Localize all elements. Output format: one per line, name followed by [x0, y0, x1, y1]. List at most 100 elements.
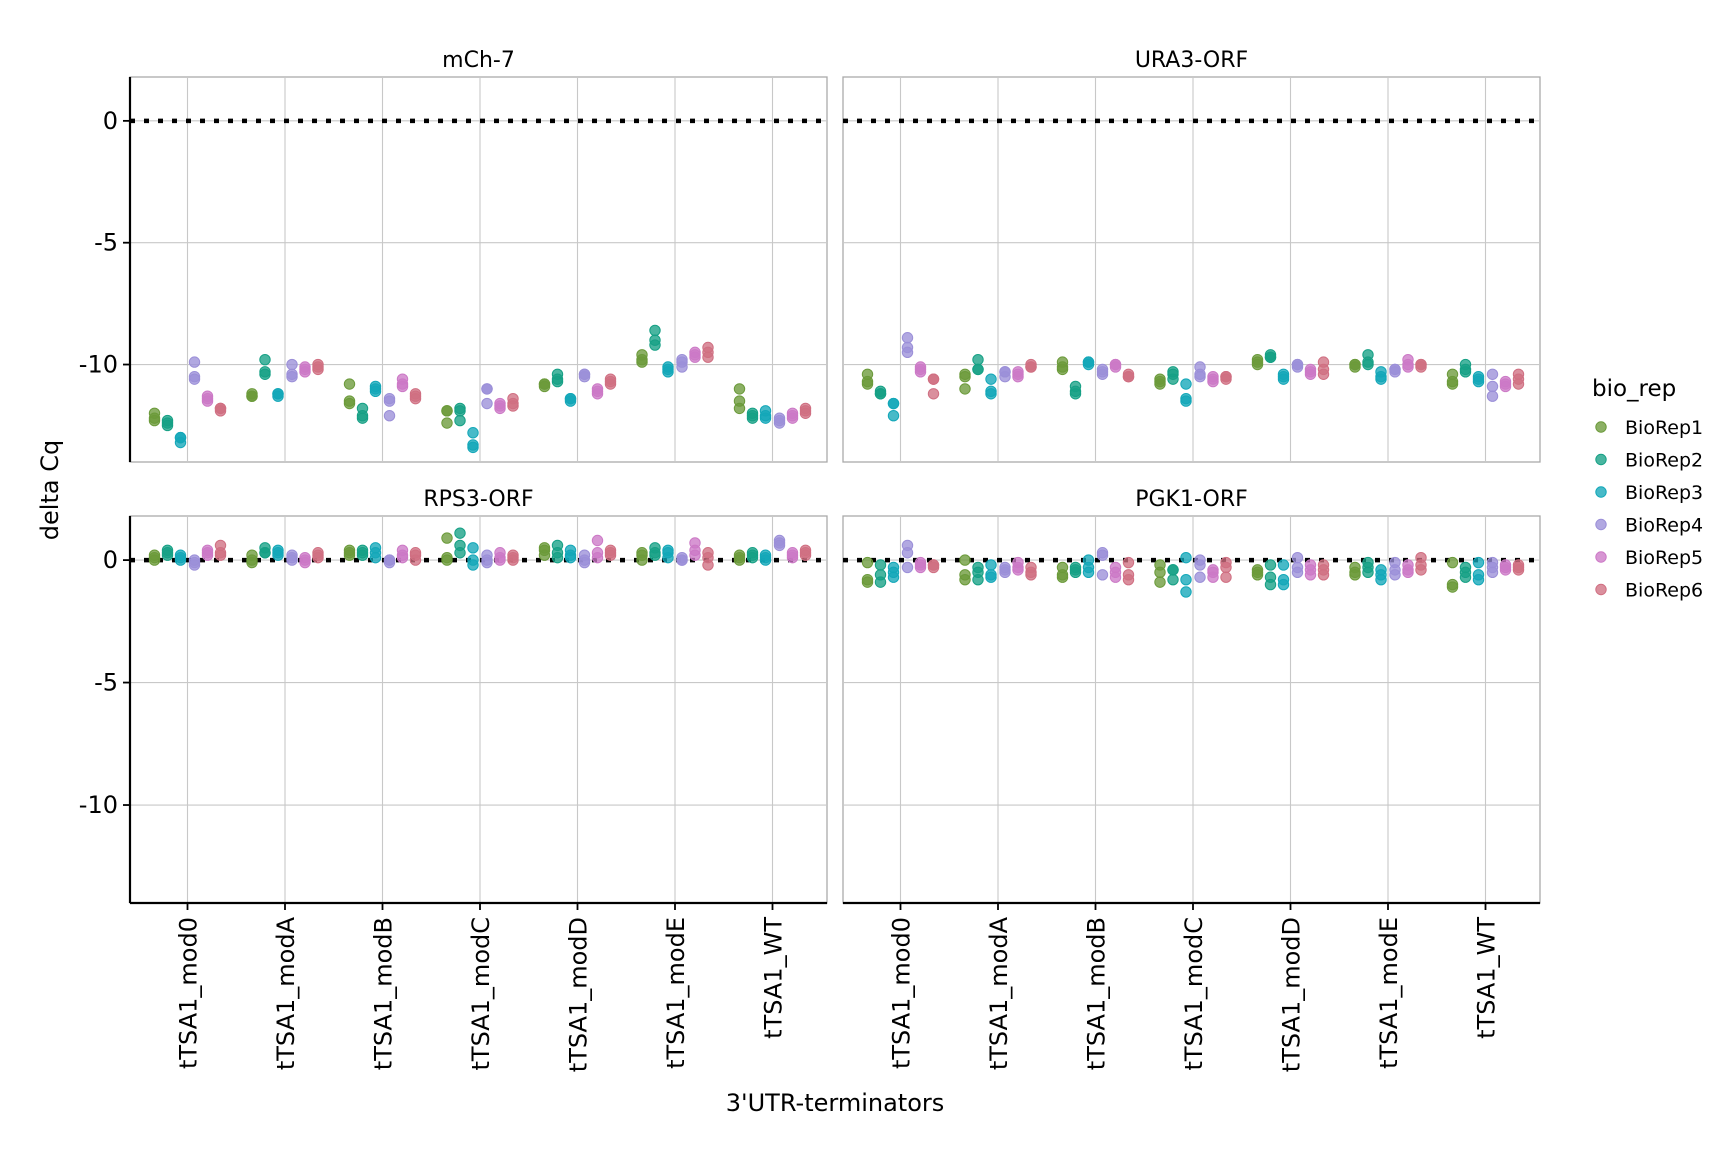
- data-point: [494, 397, 506, 410]
- data-point: [874, 559, 887, 571]
- data-point: [636, 554, 648, 566]
- data-point: [1122, 573, 1135, 586]
- data-point: [1251, 356, 1264, 368]
- data-point: [1512, 564, 1525, 576]
- legend-label: BioRep5: [1625, 547, 1703, 569]
- data-point: [733, 549, 746, 561]
- data-point: [174, 431, 187, 444]
- data-point: [702, 547, 714, 559]
- data-point: [1486, 390, 1499, 402]
- y-tick-label: -10: [79, 351, 118, 379]
- data-point: [1264, 578, 1277, 591]
- data-point: [1472, 573, 1485, 586]
- data-point: [901, 346, 914, 359]
- data-point: [1220, 561, 1232, 574]
- y-tick-label: -5: [94, 669, 118, 697]
- data-point: [356, 544, 369, 556]
- data-point: [148, 412, 161, 424]
- x-axis-title: 3'UTR-terminators: [726, 1089, 945, 1117]
- data-point: [773, 414, 786, 427]
- data-point: [1096, 549, 1109, 561]
- legend-label: BioRep1: [1625, 417, 1703, 439]
- data-point: [214, 402, 227, 415]
- data-point: [1499, 378, 1512, 390]
- panel-background: [129, 76, 828, 463]
- data-point: [396, 551, 409, 564]
- panel-3: RPS3-ORF 0 -5 -10 tTSA1_mod0 tTSA1_modA tTSA1_…: [79, 487, 828, 1072]
- data-point: [1082, 566, 1095, 579]
- data-point: [369, 385, 382, 398]
- data-point: [1349, 358, 1361, 371]
- data-point: [343, 547, 356, 559]
- data-point: [1012, 564, 1024, 576]
- legend-label: BioRep2: [1625, 450, 1703, 472]
- data-point: [1304, 366, 1317, 378]
- data-point: [259, 366, 271, 378]
- data-point: [441, 551, 453, 564]
- data-point: [733, 383, 746, 395]
- data-point: [985, 373, 997, 385]
- data-point: [312, 363, 324, 376]
- data-point: [604, 547, 617, 559]
- data-point: [759, 410, 772, 422]
- data-point: [272, 547, 284, 559]
- data-point: [1349, 569, 1361, 581]
- data-point: [409, 547, 422, 559]
- data-point: [467, 427, 479, 439]
- legend-key: [1595, 583, 1607, 596]
- legend-key: [1595, 486, 1607, 498]
- data-point: [1362, 358, 1374, 371]
- data-point: [1389, 363, 1401, 376]
- data-point: [467, 559, 479, 571]
- data-point: [1194, 368, 1206, 380]
- data-point: [188, 356, 201, 368]
- data-point: [454, 414, 466, 427]
- data-point: [441, 417, 453, 429]
- data-point: [591, 534, 604, 547]
- data-point: [746, 551, 759, 564]
- data-point: [286, 358, 298, 371]
- data-point: [578, 556, 591, 569]
- data-point: [636, 356, 648, 368]
- data-point: [1180, 551, 1192, 564]
- data-point: [874, 576, 887, 588]
- data-point: [1012, 366, 1024, 378]
- data-point: [312, 549, 324, 561]
- data-point: [799, 405, 812, 417]
- data-point: [1069, 388, 1082, 400]
- data-point: [494, 554, 506, 566]
- data-point: [396, 380, 409, 393]
- data-point: [174, 551, 187, 564]
- data-point: [538, 544, 551, 556]
- panel-background: [842, 76, 1541, 463]
- data-point: [1207, 571, 1219, 583]
- data-point: [1122, 556, 1135, 569]
- data-point: [887, 571, 900, 583]
- data-point: [927, 559, 940, 571]
- data-point: [662, 544, 674, 556]
- data-point: [201, 395, 214, 407]
- data-point: [1291, 566, 1304, 579]
- data-point: [861, 556, 874, 569]
- data-point: [1264, 351, 1277, 363]
- data-point: [343, 378, 356, 390]
- data-point: [1291, 358, 1304, 371]
- data-point: [959, 383, 971, 395]
- data-point: [901, 561, 914, 574]
- panel-title: RPS3-ORF: [423, 487, 533, 512]
- data-point: [564, 392, 577, 405]
- panel-background: [129, 515, 828, 904]
- data-point: [467, 439, 479, 451]
- data-point: [161, 547, 174, 559]
- panel-background: [842, 515, 1541, 904]
- data-point: [649, 547, 661, 559]
- data-point: [914, 363, 927, 376]
- data-point: [188, 373, 201, 385]
- x-tick-label: tTSA1_modE: [662, 917, 690, 1069]
- legend-key: [1595, 453, 1607, 466]
- data-point: [914, 561, 927, 574]
- data-point: [551, 551, 564, 564]
- data-point: [564, 551, 577, 564]
- data-point: [972, 573, 984, 586]
